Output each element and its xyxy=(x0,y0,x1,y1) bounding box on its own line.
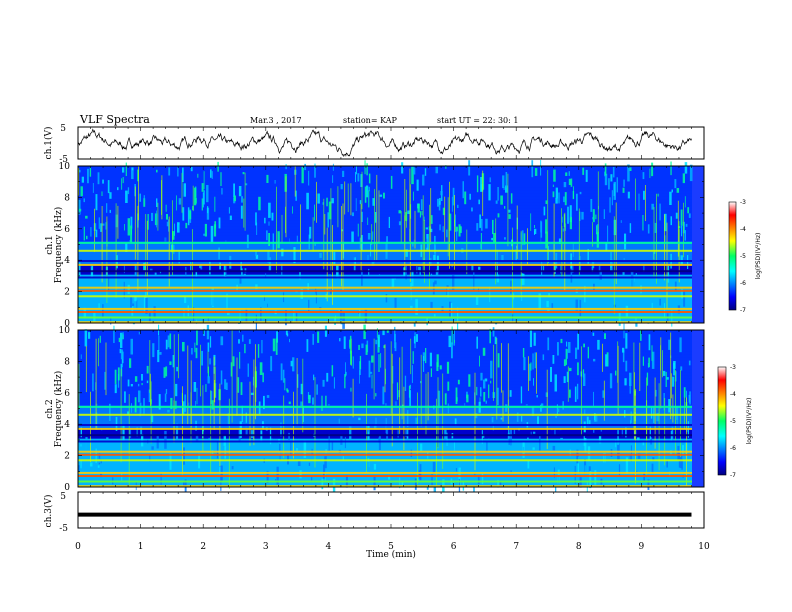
freq-tick-label: 6 xyxy=(64,389,70,399)
x-tick-label: 5 xyxy=(388,542,394,552)
ch3-ytick-bottom: -5 xyxy=(59,524,68,534)
start-time-label: start UT = 22: 30: 1 xyxy=(437,116,518,125)
colorbar-tick-label: -3 xyxy=(730,364,736,371)
ch1-colorbar: -3 -4 -5 -6 -7 log(PSD)(V²/Hz) xyxy=(728,199,762,314)
colorbar-tick-label: -3 xyxy=(740,199,746,206)
colorbar-tick-label: -5 xyxy=(740,253,746,260)
ch2-colorbar-label: log(PSD)(V²/Hz) xyxy=(746,398,753,445)
freq-tick-label: 10 xyxy=(59,162,71,172)
colorbar-tick-label: -4 xyxy=(740,226,746,233)
ch1-colorbar-label: log(PSD)(V²/Hz) xyxy=(755,233,762,280)
ch1-ylabel: ch.1(V) xyxy=(43,127,54,160)
ch2-spectrogram-panel: 0 2 4 6 8 10 ch.2 Frequency (kHz) xyxy=(45,323,705,495)
ch1-ytick-top: 5 xyxy=(60,124,66,134)
colorbar-tick-label: -7 xyxy=(730,472,736,479)
ch1-spec-ylabel: ch.1 xyxy=(45,235,55,254)
freq-tick-label: 4 xyxy=(64,420,70,430)
ch2-colorbar: -3 -4 -5 -6 -7 log(PSD)(V²/Hz) xyxy=(717,364,753,479)
x-axis-tick-labels: 0 1 2 3 4 5 6 7 8 9 10 xyxy=(75,542,710,552)
date-label: Mar.3 , 2017 xyxy=(250,116,302,125)
ch1-waveform-line xyxy=(77,128,692,158)
colorbar-tick-label: -6 xyxy=(740,280,746,287)
x-tick-label: 10 xyxy=(698,542,710,552)
ch1-ytick-bottom: -5 xyxy=(59,155,68,165)
ch1-spec-ylabel-freq: Frequency (kHz) xyxy=(53,207,64,284)
ch2-spec-ylabel: ch.2 xyxy=(45,399,55,418)
colorbar-tick-label: -6 xyxy=(730,445,736,452)
ch3-ytick-top: 5 xyxy=(60,492,66,502)
colorbar-tick-label: -4 xyxy=(730,391,736,398)
x-tick-label: 7 xyxy=(513,542,519,552)
colorbar-tick-label: -5 xyxy=(730,418,736,425)
x-axis-label: Time (min) xyxy=(366,549,416,560)
freq-tick-label: 10 xyxy=(59,326,71,336)
ch2-spectrogram-image xyxy=(78,323,692,495)
x-tick-label: 0 xyxy=(75,542,81,552)
freq-tick-label: 4 xyxy=(64,256,70,266)
x-tick-label: 2 xyxy=(200,542,206,552)
ch3-waveform-panel: 5 -5 ch.3(V) xyxy=(43,491,705,534)
colorbar-tick-label: -7 xyxy=(740,307,746,314)
x-tick-label: 9 xyxy=(639,542,645,552)
x-tick-label: 4 xyxy=(326,542,332,552)
station-label: station= KAP xyxy=(343,116,398,125)
x-tick-label: 1 xyxy=(138,542,144,552)
freq-tick-label: 8 xyxy=(64,193,70,203)
figure-title: VLF Spectra xyxy=(79,113,150,126)
x-tick-label: 3 xyxy=(263,542,269,552)
ch1-waveform-panel: 5 -5 ch.1(V) xyxy=(43,124,705,165)
x-tick-label: 6 xyxy=(451,542,457,552)
ch3-ylabel: ch.3(V) xyxy=(43,495,54,528)
ch2-spec-ylabel-freq: Frequency (kHz) xyxy=(53,371,64,448)
freq-tick-label: 2 xyxy=(64,288,70,298)
ch1-spectrogram-panel: 0 2 4 6 8 10 ch.1 Frequency (kHz) xyxy=(45,160,705,330)
freq-tick-label: 0 xyxy=(64,483,70,493)
freq-tick-label: 0 xyxy=(64,319,70,329)
freq-tick-label: 2 xyxy=(64,452,70,462)
ch1-spectrogram-image xyxy=(78,160,693,330)
x-tick-label: 8 xyxy=(576,542,582,552)
freq-tick-label: 6 xyxy=(64,225,70,235)
freq-tick-label: 8 xyxy=(64,357,70,367)
